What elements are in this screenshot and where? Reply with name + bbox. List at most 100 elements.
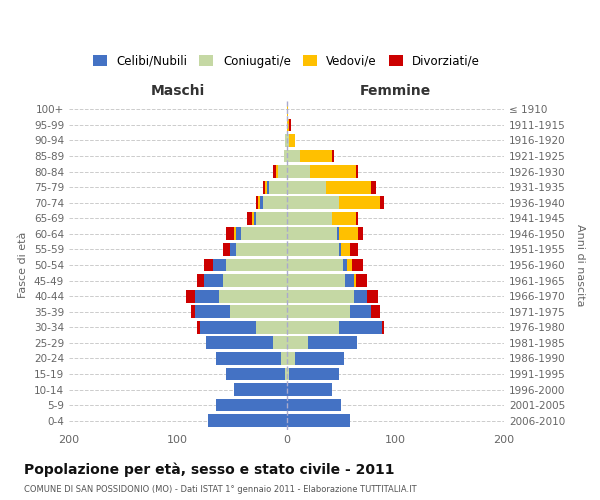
Bar	[338, 196, 380, 209]
Bar	[295, 352, 344, 365]
Bar	[269, 181, 287, 194]
Bar	[287, 321, 338, 334]
Bar	[358, 228, 362, 240]
Bar	[226, 368, 286, 380]
Bar	[287, 336, 308, 349]
Bar	[287, 290, 354, 302]
Bar	[326, 181, 371, 194]
Bar	[187, 290, 195, 302]
Bar	[208, 414, 287, 427]
Bar	[204, 274, 223, 287]
Bar	[236, 228, 241, 240]
Bar	[197, 274, 204, 287]
Bar	[338, 243, 341, 256]
Bar	[260, 196, 263, 209]
Bar	[287, 398, 341, 411]
Bar	[216, 398, 287, 411]
Bar	[371, 306, 380, 318]
Bar	[343, 258, 347, 272]
Bar	[356, 212, 358, 224]
Bar	[350, 306, 371, 318]
Bar	[287, 243, 338, 256]
Bar	[216, 352, 281, 365]
Bar	[223, 243, 230, 256]
Bar	[275, 165, 278, 178]
Bar	[256, 196, 258, 209]
Bar	[289, 368, 339, 380]
Bar	[287, 274, 345, 287]
Bar	[256, 321, 287, 334]
Bar	[380, 196, 385, 209]
Bar	[195, 306, 230, 318]
Bar	[287, 212, 332, 224]
Bar	[287, 306, 350, 318]
Bar	[234, 228, 236, 240]
Bar	[284, 150, 287, 162]
Bar	[286, 368, 287, 380]
Bar	[371, 181, 376, 194]
Bar	[299, 150, 332, 162]
Bar	[354, 290, 367, 302]
Bar	[287, 352, 295, 365]
Bar	[195, 290, 219, 302]
Bar	[310, 165, 356, 178]
Bar	[345, 274, 354, 287]
Bar	[281, 352, 287, 365]
Bar	[274, 336, 287, 349]
Bar	[256, 212, 287, 224]
Bar	[382, 321, 385, 334]
Bar	[226, 228, 235, 240]
Bar	[199, 321, 256, 334]
Bar	[267, 181, 269, 194]
Bar	[287, 150, 299, 162]
Bar	[287, 228, 337, 240]
Bar	[278, 165, 287, 178]
Bar	[197, 321, 199, 334]
Bar	[287, 134, 289, 147]
Bar	[287, 181, 326, 194]
Y-axis label: Fasce di età: Fasce di età	[19, 232, 28, 298]
Text: Femmine: Femmine	[359, 84, 431, 98]
Bar	[223, 274, 287, 287]
Bar	[263, 181, 265, 194]
Bar	[354, 274, 356, 287]
Bar	[265, 181, 267, 194]
Bar	[230, 306, 287, 318]
Bar	[338, 321, 382, 334]
Bar	[252, 212, 254, 224]
Bar	[287, 165, 310, 178]
Bar	[230, 243, 236, 256]
Bar	[356, 274, 367, 287]
Bar	[287, 196, 338, 209]
Text: Maschi: Maschi	[151, 84, 205, 98]
Bar	[258, 196, 260, 209]
Bar	[212, 258, 226, 272]
Bar	[204, 258, 212, 272]
Bar	[367, 290, 378, 302]
Bar	[191, 306, 195, 318]
Y-axis label: Anni di nascita: Anni di nascita	[575, 224, 585, 306]
Bar	[338, 228, 358, 240]
Bar	[254, 212, 256, 224]
Bar	[287, 383, 332, 396]
Bar	[289, 134, 295, 147]
Bar	[287, 118, 289, 132]
Bar	[332, 212, 356, 224]
Bar	[289, 118, 291, 132]
Bar	[341, 243, 350, 256]
Bar	[356, 165, 358, 178]
Bar	[226, 258, 287, 272]
Bar	[286, 134, 287, 147]
Bar	[308, 336, 357, 349]
Bar	[332, 150, 334, 162]
Bar	[287, 414, 350, 427]
Text: Popolazione per età, sesso e stato civile - 2011: Popolazione per età, sesso e stato civil…	[24, 462, 395, 477]
Bar	[247, 212, 252, 224]
Bar	[219, 290, 287, 302]
Bar	[347, 258, 352, 272]
Bar	[263, 196, 287, 209]
Bar	[352, 258, 362, 272]
Bar	[287, 258, 343, 272]
Bar	[235, 383, 287, 396]
Bar	[274, 165, 275, 178]
